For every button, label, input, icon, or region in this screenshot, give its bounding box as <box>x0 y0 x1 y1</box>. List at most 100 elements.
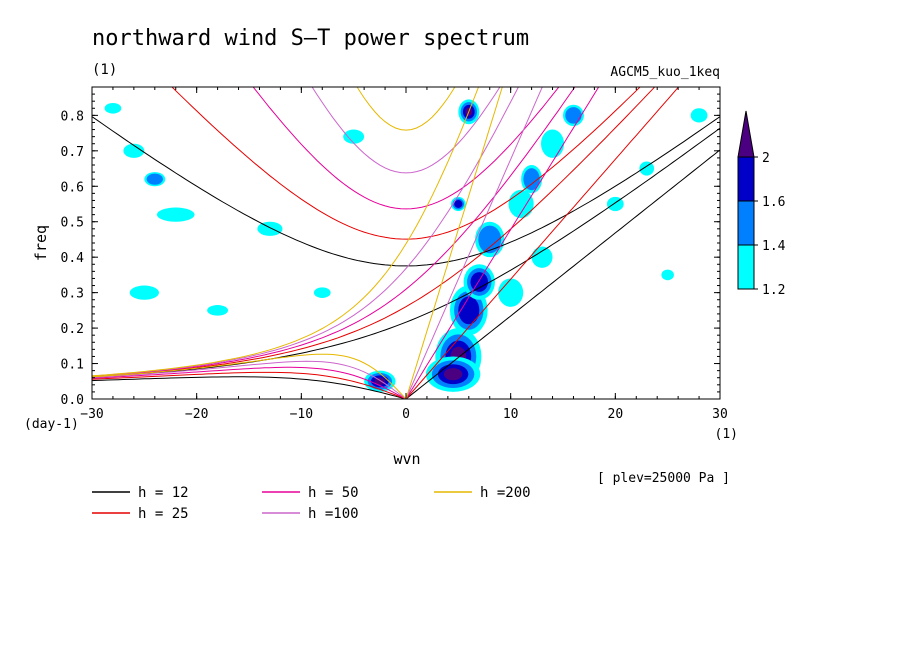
contour-level-1 <box>523 168 540 191</box>
dispersion-curve-h50 <box>92 87 600 399</box>
dispersion-line <box>92 360 407 399</box>
spectral-peak <box>563 104 584 127</box>
dispersion-line <box>405 149 720 399</box>
legend-label: h = 50 <box>308 485 359 501</box>
legend-entry-h50: h = 50 <box>262 485 359 501</box>
contour-level-0 <box>129 285 159 300</box>
chart-title: northward wind S–T power spectrum <box>92 26 529 51</box>
x-tick-label: −20 <box>185 407 208 422</box>
dispersion-line <box>92 353 407 399</box>
legend-label: h = 12 <box>138 485 189 501</box>
y-tick-label: 0.2 <box>61 322 84 337</box>
spectral-peak <box>104 102 122 114</box>
spectral-peak <box>498 278 524 307</box>
dispersion-line <box>171 87 641 240</box>
contour-level-1 <box>146 173 163 185</box>
title-unit: (1) <box>92 62 117 78</box>
colorbar-swatch <box>737 156 755 202</box>
spectral-peak <box>531 246 553 268</box>
legend-label: h = 25 <box>138 506 189 522</box>
x-tick-label: −10 <box>290 407 313 422</box>
contour-level-0 <box>257 221 283 236</box>
y-tick-label: 0.4 <box>61 251 85 266</box>
spectral-peak <box>639 161 655 176</box>
contour-level-3 <box>443 368 463 381</box>
y-tick-label: 0.8 <box>61 109 84 124</box>
spectral-peak <box>463 264 495 300</box>
y-axis-unit: (day-1) <box>24 417 79 432</box>
colorbar-swatch <box>737 200 755 246</box>
contour-level-0 <box>104 102 122 114</box>
spectral-peak <box>508 189 534 219</box>
legend-entry-h100: h =100 <box>262 506 359 522</box>
colorbar: 2 1.6 1.4 1.2 <box>737 110 786 298</box>
contour-level-0 <box>123 143 145 158</box>
contour-level-0 <box>690 108 708 123</box>
colorbar-label: 1.6 <box>762 195 785 210</box>
plot-area: −30 −20 −10 0 10 20 30 0.0 0.1 0.2 0.3 0.4 0.5 0.6 0.7… <box>61 86 728 422</box>
spectral-peak <box>343 129 365 144</box>
y-tick-label: 0.0 <box>61 393 84 408</box>
y-tick-label: 0.6 <box>61 180 84 195</box>
contour-level-2 <box>458 296 480 325</box>
contour-level-1 <box>478 225 502 254</box>
dispersion-line <box>92 87 480 377</box>
contour-level-0 <box>498 278 524 307</box>
x-axis-label: wvn <box>393 450 420 468</box>
dispersion-line <box>311 87 501 174</box>
x-tick-label: 10 <box>503 407 519 422</box>
spectral-peak <box>475 221 505 258</box>
dispersion-line <box>92 127 720 378</box>
contour-level-0 <box>156 207 195 222</box>
y-tick-label: 0.5 <box>61 216 84 231</box>
spectral-peak <box>449 285 488 336</box>
y-tick-label: 0.1 <box>61 358 84 373</box>
y-axis-label: freq <box>32 225 50 261</box>
dispersion-line <box>92 371 407 399</box>
dataset-label: AGCM5_kuo_1keq <box>610 65 720 80</box>
contour-level-2 <box>454 200 463 208</box>
x-tick-label: 20 <box>608 407 624 422</box>
y-tick-label: 0.3 <box>61 287 84 302</box>
dispersion-curve-h100 <box>92 87 543 399</box>
dispersion-line <box>405 87 680 399</box>
contour-level-0 <box>207 305 229 316</box>
colorbar-label: 1.4 <box>762 239 786 254</box>
colorbar-label: 1.2 <box>762 283 785 298</box>
spectral-peak <box>425 356 481 392</box>
colorbar-label: 2 <box>762 151 770 166</box>
contour-level-2 <box>470 272 489 292</box>
legend-entry-h25: h = 25 <box>92 506 189 522</box>
contour-level-0 <box>343 129 365 144</box>
dispersion-line <box>356 87 456 131</box>
contour-level-0 <box>508 189 534 219</box>
spectral-peak <box>451 196 466 212</box>
y-tick-label: 0.7 <box>61 145 84 160</box>
dispersion-line <box>405 87 503 399</box>
dispersion-line <box>92 87 576 377</box>
contour-level-0 <box>661 269 674 281</box>
x-tick-label: −30 <box>80 407 103 422</box>
spectral-peak <box>156 207 195 222</box>
level-annotation: [ plev=25000 Pa ] <box>597 471 730 486</box>
spectral-peak <box>144 172 166 187</box>
dispersion-line <box>92 366 407 399</box>
dispersion-line <box>405 87 543 399</box>
dispersion-line <box>252 87 560 210</box>
contour-level-0 <box>531 246 553 268</box>
spectral-peak <box>207 305 229 316</box>
spectral-peak <box>690 108 708 123</box>
spectral-peak <box>313 287 331 298</box>
contour-level-3 <box>374 377 386 385</box>
spectral-peak <box>257 221 283 236</box>
x-tick-label: 30 <box>712 407 728 422</box>
dispersion-curve-h25 <box>92 87 680 399</box>
dispersion-line <box>92 116 720 267</box>
colorbar-extend-top <box>737 110 755 158</box>
spectral-peak <box>129 285 159 300</box>
legend-entry-h200: h =200 <box>434 485 531 501</box>
contour-level-0 <box>639 161 655 176</box>
dispersion-line <box>92 376 407 399</box>
spectral-peak <box>541 129 565 158</box>
